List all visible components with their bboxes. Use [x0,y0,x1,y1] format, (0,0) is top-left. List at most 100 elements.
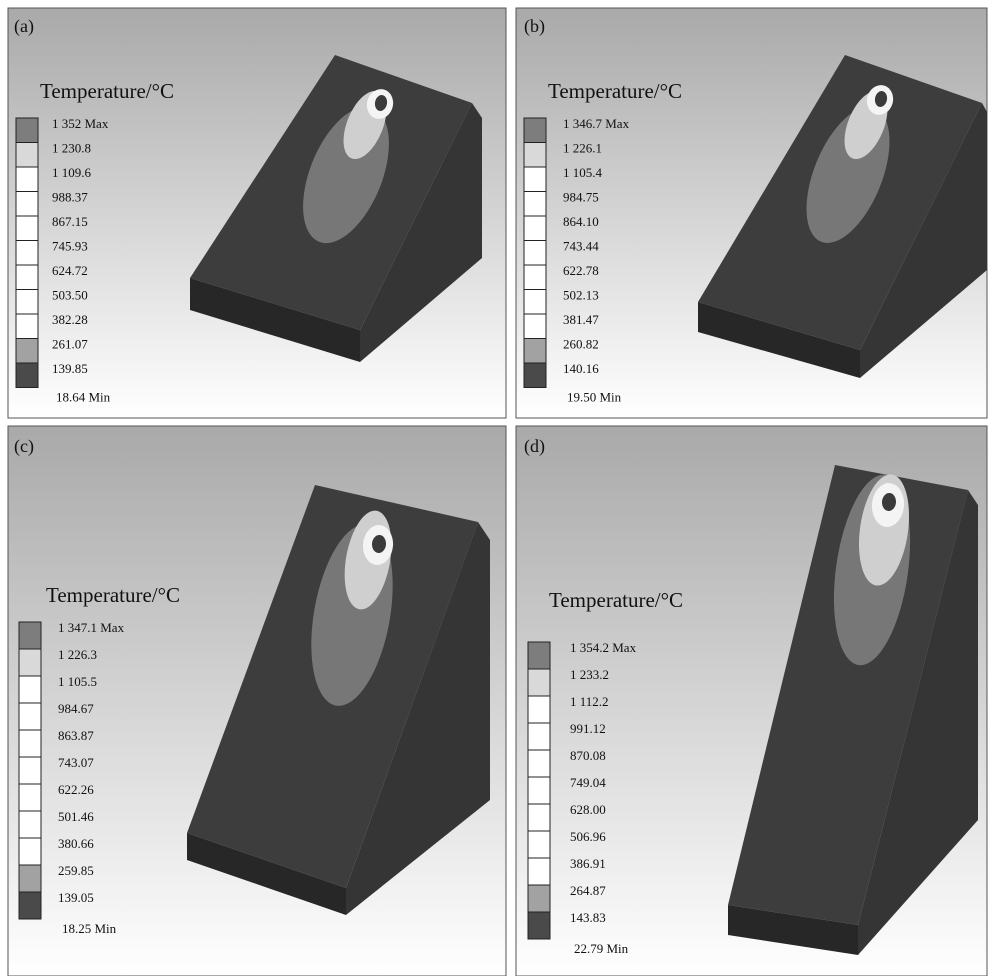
legend-level: 140.16 [563,361,599,376]
legend-swatch [524,265,546,290]
legend-swatch [528,912,550,939]
panel: (c) Temperature/°C 1 347.1 Max 1 226.3 1 105… [8,426,506,976]
legend-level: 1 105.5 [58,674,97,689]
legend-swatch [528,885,550,912]
legend-swatch [19,622,41,649]
figure: (a) Temperature/°C 1 352 Max 1 230.8 1 109.6… [0,0,989,976]
legend-swatch [19,730,41,757]
legend-swatch [19,838,41,865]
legend-swatch [528,723,550,750]
legend-swatch [528,804,550,831]
legend-level: 1 346.7 Max [563,116,630,131]
legend-swatch [528,777,550,804]
legend-level: 622.26 [58,782,94,797]
legend-level: 863.87 [58,728,94,743]
panel-label: (c) [14,436,34,457]
legend-swatch [528,696,550,723]
legend-swatch [19,676,41,703]
legend-level: 502.13 [563,287,599,302]
legend-level: 382.28 [52,312,88,327]
legend-level: 260.82 [563,336,599,351]
legend-level: 984.75 [563,189,599,204]
legend-swatch [528,750,550,777]
legend-swatch [524,290,546,315]
legend-swatch [16,265,38,290]
legend-swatch [16,143,38,168]
legend-level: 622.78 [563,263,599,278]
legend-title: Temperature/°C [548,79,682,103]
legend-level: 984.67 [58,701,94,716]
legend-swatch [528,831,550,858]
legend-title: Temperature/°C [46,583,180,607]
legend-swatch [16,314,38,339]
legend-swatch [19,784,41,811]
legend-title: Temperature/°C [40,79,174,103]
legend-level: 386.91 [570,856,606,871]
legend-level: 380.66 [58,836,94,851]
legend-level: 139.05 [58,890,94,905]
legend-swatch [16,339,38,364]
legend-swatch [16,216,38,241]
legend-swatch [16,118,38,143]
legend-level: 1 105.4 [563,165,603,180]
legend-level: 259.85 [58,863,94,878]
legend-swatch [16,167,38,192]
legend-swatch [528,669,550,696]
legend-level: 743.44 [563,238,599,253]
legend-swatch [16,363,38,388]
legend-swatch [524,314,546,339]
legend-swatch [19,865,41,892]
legend-level: 870.08 [570,748,606,763]
legend-level: 745.93 [52,238,88,253]
legend-level: 628.00 [570,802,606,817]
legend-swatch [19,649,41,676]
legend-swatch [524,143,546,168]
legend-swatch [524,363,546,388]
legend-swatch [19,892,41,919]
legend-level: 18.25 Min [62,921,117,936]
panel-label: (a) [14,16,34,37]
panel-label: (d) [524,436,545,457]
legend-level: 18.64 Min [56,389,111,404]
legend-swatch [524,192,546,217]
legend-level: 1 109.6 [52,165,92,180]
legend-swatch [19,811,41,838]
legend-level: 991.12 [570,721,606,736]
legend-level: 381.47 [563,312,599,327]
legend-swatch [16,241,38,266]
legend-level: 624.72 [52,263,88,278]
legend-level: 1 230.8 [52,140,91,155]
legend-level: 1 112.2 [570,694,609,709]
legend-swatch [19,703,41,730]
legend-level: 22.79 Min [574,941,629,956]
legend-level: 264.87 [570,883,606,898]
legend-swatch [528,642,550,669]
legend-level: 1 226.3 [58,647,97,662]
legend-level: 1 352 Max [52,116,109,131]
legend-level: 1 347.1 Max [58,620,125,635]
legend-level: 988.37 [52,189,88,204]
legend-swatch [524,339,546,364]
legend-level: 867.15 [52,214,88,229]
legend-title: Temperature/°C [549,588,683,612]
legend-swatch [524,167,546,192]
legend-level: 1 233.2 [570,667,609,682]
legend-level: 1 226.1 [563,140,602,155]
panel: (b) Temperature/°C 1 346.7 Max 1 226.1 1 105… [516,8,987,418]
panel-label: (b) [524,16,545,37]
legend-level: 743.07 [58,755,94,770]
legend-swatch [524,241,546,266]
legend-level: 506.96 [570,829,606,844]
legend-swatch [19,757,41,784]
legend-level: 864.10 [563,214,599,229]
legend-swatch [524,118,546,143]
legend-level: 139.85 [52,361,88,376]
panel: (a) Temperature/°C 1 352 Max 1 230.8 1 109.6… [8,8,506,418]
legend-swatch [528,858,550,885]
legend-swatch [16,192,38,217]
legend-level: 501.46 [58,809,94,824]
legend-level: 503.50 [52,287,88,302]
legend-swatch [16,290,38,315]
legend-level: 19.50 Min [567,389,622,404]
